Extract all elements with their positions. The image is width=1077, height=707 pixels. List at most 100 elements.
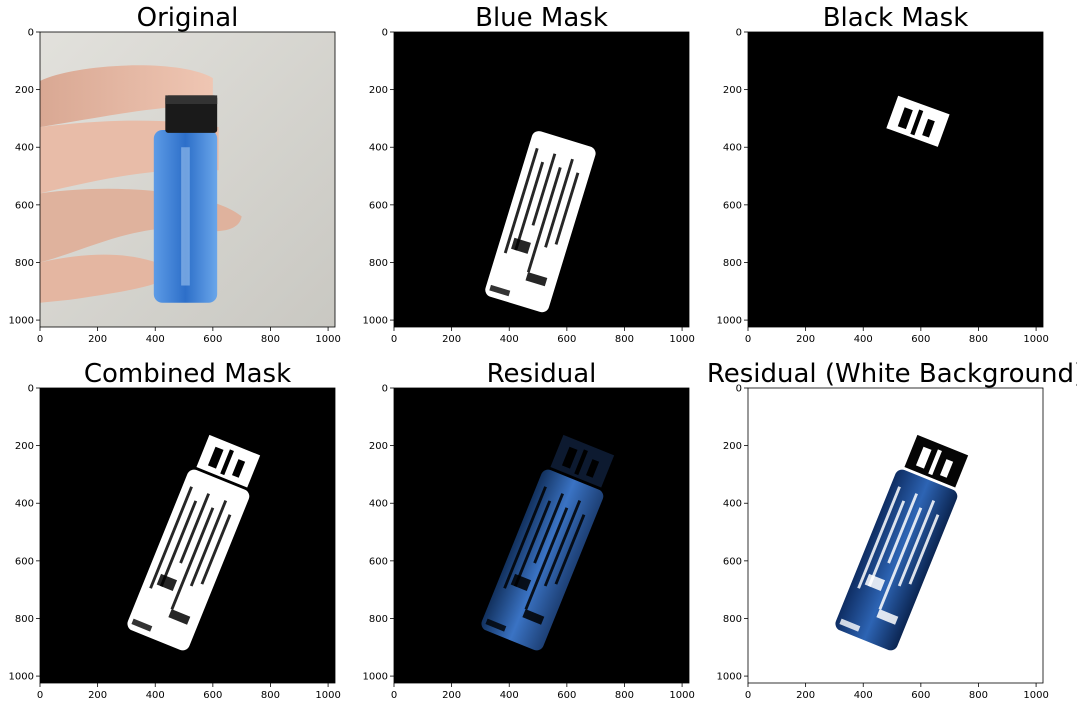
y-tick-label: 400 <box>723 143 742 154</box>
panel-title: Combined Mask <box>84 359 291 389</box>
y-tick-label: 1000 <box>9 316 34 327</box>
x-tick-label: 400 <box>500 690 519 701</box>
x-tick-label: 600 <box>557 334 576 345</box>
y-tick-label: 200 <box>723 85 742 96</box>
y-tick-label: 1000 <box>717 672 742 683</box>
x-tick-label: 200 <box>796 690 815 701</box>
panel-title: Residual (White Background) <box>707 359 1077 389</box>
panel-title: Original <box>137 3 239 33</box>
y-tick-label: 1000 <box>363 672 388 683</box>
y-tick-label: 1000 <box>9 672 34 683</box>
y-tick-label: 600 <box>723 200 742 211</box>
x-tick-label: 200 <box>796 334 815 345</box>
panel-image <box>40 388 335 683</box>
y-tick-label: 600 <box>723 556 742 567</box>
y-tick-label: 0 <box>28 28 34 39</box>
x-tick-label: 800 <box>261 690 280 701</box>
image-background <box>748 32 1043 327</box>
x-tick-label: 0 <box>37 690 43 701</box>
y-tick-label: 600 <box>369 556 388 567</box>
x-tick-label: 1000 <box>669 334 694 345</box>
x-tick-label: 1000 <box>315 334 340 345</box>
x-tick-label: 1000 <box>315 690 340 701</box>
axes-frame <box>39 31 336 328</box>
y-tick-label: 0 <box>28 384 34 395</box>
panel-image <box>748 32 1043 327</box>
y-tick-label: 1000 <box>717 316 742 327</box>
y-tick-label: 600 <box>369 200 388 211</box>
x-tick-label: 200 <box>88 334 107 345</box>
x-tick-label: 0 <box>37 334 43 345</box>
axes-frame <box>39 387 336 684</box>
x-tick-label: 800 <box>261 334 280 345</box>
panel-title: Residual <box>487 359 597 389</box>
panel-image <box>40 32 335 327</box>
y-tick-label: 400 <box>15 143 34 154</box>
y-tick-label: 200 <box>15 85 34 96</box>
x-tick-label: 200 <box>442 690 461 701</box>
y-tick-label: 800 <box>369 614 388 625</box>
y-tick-label: 600 <box>15 200 34 211</box>
lighter-mask-shape <box>127 434 261 651</box>
y-tick-label: 0 <box>736 28 742 39</box>
x-tick-label: 800 <box>969 334 988 345</box>
panel-image <box>748 388 1043 683</box>
x-tick-label: 1000 <box>1023 690 1048 701</box>
x-tick-label: 800 <box>969 690 988 701</box>
x-tick-label: 600 <box>203 690 222 701</box>
panel-title: Black Mask <box>823 3 969 33</box>
axes-frame <box>747 387 1044 684</box>
panel-image <box>394 32 689 327</box>
lighter-mask-shape <box>886 95 950 147</box>
y-tick-label: 0 <box>382 384 388 395</box>
x-tick-label: 600 <box>203 334 222 345</box>
x-tick-label: 400 <box>854 334 873 345</box>
y-tick-label: 400 <box>369 143 388 154</box>
y-tick-label: 800 <box>723 258 742 269</box>
x-tick-label: 0 <box>391 690 397 701</box>
x-tick-label: 800 <box>615 334 634 345</box>
lighter-mask-shape <box>835 434 969 651</box>
y-tick-label: 800 <box>15 258 34 269</box>
x-tick-label: 600 <box>911 690 930 701</box>
axes-frame <box>747 31 1044 328</box>
x-tick-label: 200 <box>442 334 461 345</box>
y-tick-label: 600 <box>15 556 34 567</box>
y-tick-label: 200 <box>723 441 742 452</box>
x-tick-label: 400 <box>854 690 873 701</box>
y-tick-label: 400 <box>15 499 34 510</box>
x-tick-label: 0 <box>391 334 397 345</box>
lighter-mask-shape <box>481 434 615 651</box>
x-tick-label: 1000 <box>1023 334 1048 345</box>
y-tick-label: 800 <box>369 258 388 269</box>
x-tick-label: 0 <box>745 690 751 701</box>
lighter-shape <box>153 95 218 303</box>
y-tick-label: 200 <box>15 441 34 452</box>
axes-frame <box>393 387 690 684</box>
x-tick-label: 800 <box>615 690 634 701</box>
y-tick-label: 400 <box>369 499 388 510</box>
axes-frame <box>393 31 690 328</box>
x-tick-label: 600 <box>557 690 576 701</box>
panel-title: Blue Mask <box>475 3 608 33</box>
x-tick-label: 0 <box>745 334 751 345</box>
panel-image <box>394 388 689 683</box>
y-tick-label: 200 <box>369 85 388 96</box>
x-tick-label: 200 <box>88 690 107 701</box>
y-tick-label: 400 <box>723 499 742 510</box>
y-tick-label: 0 <box>736 384 742 395</box>
y-tick-label: 800 <box>15 614 34 625</box>
x-tick-label: 400 <box>146 334 165 345</box>
x-tick-label: 1000 <box>669 690 694 701</box>
lighter-mask-shape <box>485 131 596 313</box>
y-tick-label: 1000 <box>363 316 388 327</box>
x-tick-label: 600 <box>911 334 930 345</box>
y-tick-label: 800 <box>723 614 742 625</box>
